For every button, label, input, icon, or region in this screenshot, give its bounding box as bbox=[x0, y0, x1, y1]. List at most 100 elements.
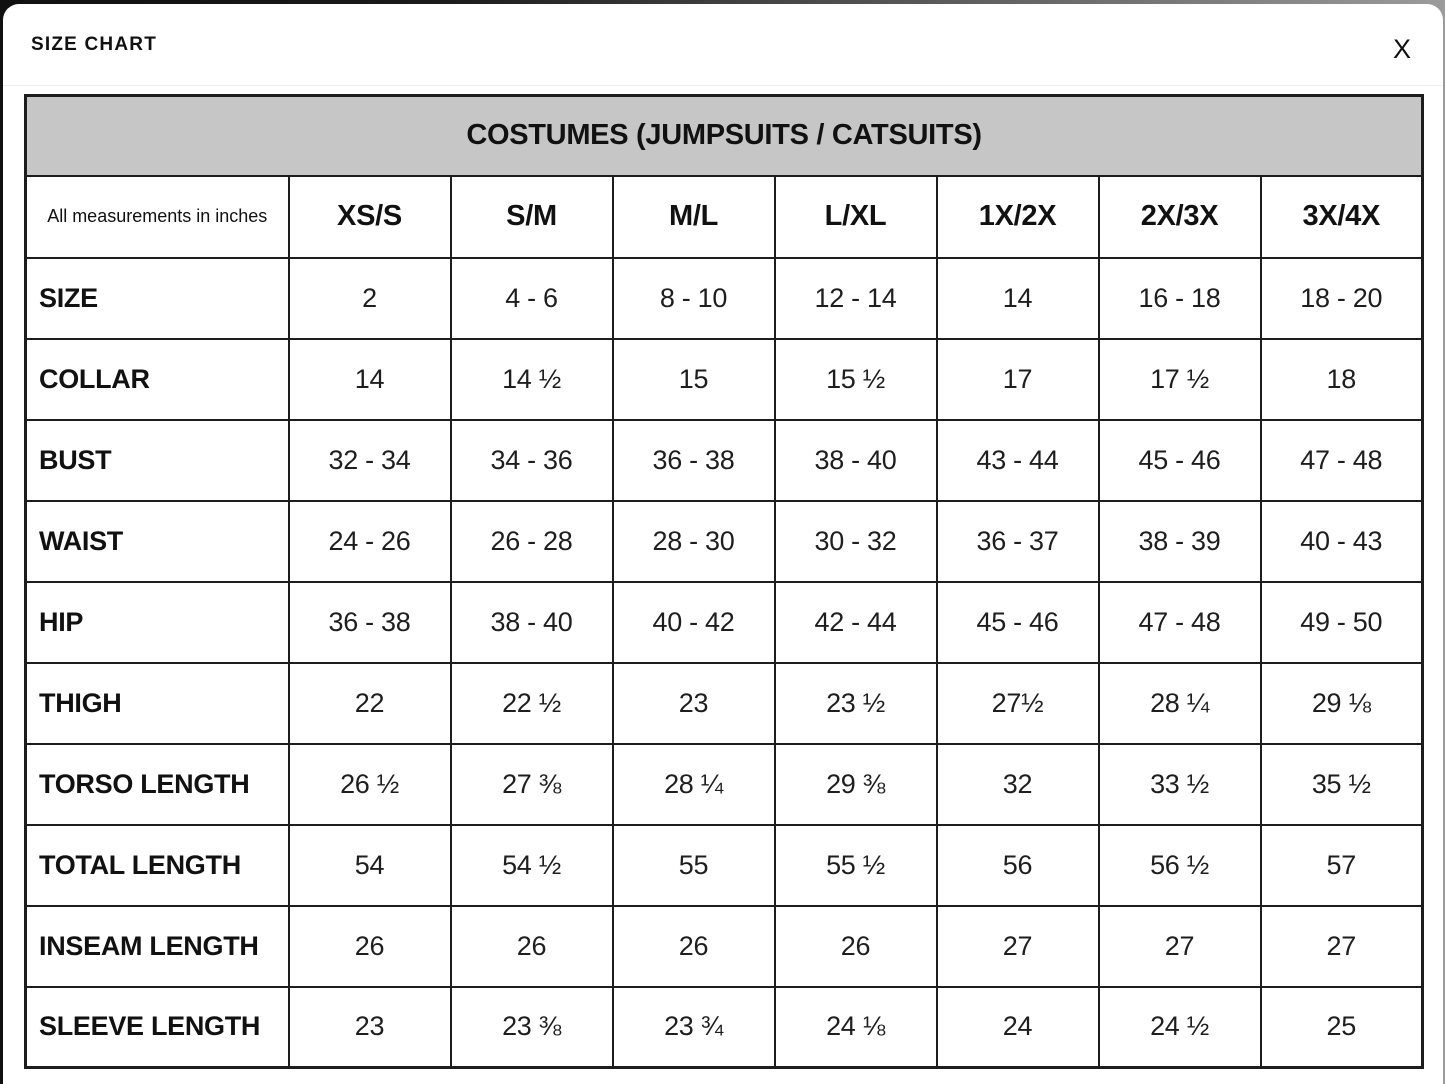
column-header-row: All measurements in inches XS/S S/M M/L L/X… bbox=[24, 174, 1424, 259]
modal-title: SIZE CHART bbox=[31, 33, 157, 55]
row-label: TORSO LENGTH bbox=[24, 742, 290, 826]
size-cell: 22 bbox=[287, 661, 452, 745]
size-cell: 38 - 40 bbox=[773, 418, 938, 502]
size-cell: 29 ⅛ bbox=[1259, 661, 1424, 745]
table-row: BUST 32 - 34 34 - 36 36 - 38 38 - 40 43 - 44 4… bbox=[24, 418, 1424, 502]
size-chart-modal: SIZE CHART X COSTUMES (JUMPSUITS / CATSU… bbox=[3, 4, 1443, 1084]
modal-header: SIZE CHART X bbox=[3, 4, 1443, 86]
size-cell: 56 ½ bbox=[1097, 823, 1262, 907]
size-cell: 26 bbox=[287, 904, 452, 988]
row-label: THIGH bbox=[24, 661, 290, 745]
size-cell: 14 bbox=[287, 337, 452, 421]
size-cell: 45 - 46 bbox=[1097, 418, 1262, 502]
size-cell: 16 - 18 bbox=[1097, 256, 1262, 340]
size-cell: 38 - 39 bbox=[1097, 499, 1262, 583]
size-cell: 35 ½ bbox=[1259, 742, 1424, 826]
size-cell: 28 ¼ bbox=[611, 742, 776, 826]
size-cell: 57 bbox=[1259, 823, 1424, 907]
size-cell: 26 - 28 bbox=[449, 499, 614, 583]
row-label: SIZE bbox=[24, 256, 290, 340]
size-cell: 26 bbox=[449, 904, 614, 988]
close-icon: X bbox=[1392, 34, 1411, 64]
size-cell: 56 bbox=[935, 823, 1100, 907]
close-button[interactable]: X bbox=[1387, 32, 1417, 67]
column-header-7: 3X/4X bbox=[1259, 174, 1424, 259]
size-cell: 27½ bbox=[935, 661, 1100, 745]
size-cell: 49 - 50 bbox=[1259, 580, 1424, 664]
size-cell: 54 ½ bbox=[449, 823, 614, 907]
row-label: COLLAR bbox=[24, 337, 290, 421]
size-cell: 15 bbox=[611, 337, 776, 421]
size-cell: 26 bbox=[611, 904, 776, 988]
row-label: SLEEVE LENGTH bbox=[24, 985, 290, 1069]
table-row: TORSO LENGTH 26 ½ 27 ⅜ 28 ¼ 29 ⅜ 32 33 ½ 35 ½ bbox=[24, 742, 1424, 826]
table-row: WAIST 24 - 26 26 - 28 28 - 30 30 - 32 36 - 37… bbox=[24, 499, 1424, 583]
size-cell: 28 - 30 bbox=[611, 499, 776, 583]
size-cell: 36 - 37 bbox=[935, 499, 1100, 583]
size-cell: 45 - 46 bbox=[935, 580, 1100, 664]
size-cell: 55 bbox=[611, 823, 776, 907]
table-row: TOTAL LENGTH 54 54 ½ 55 55 ½ 56 56 ½ 57 bbox=[24, 823, 1424, 907]
row-label: HIP bbox=[24, 580, 290, 664]
table-row: THIGH 22 22 ½ 23 23 ½ 27½ 28 ¼ 29 ⅛ bbox=[24, 661, 1424, 745]
size-cell: 26 ½ bbox=[287, 742, 452, 826]
size-cell: 32 - 34 bbox=[287, 418, 452, 502]
table-row: HIP 36 - 38 38 - 40 40 - 42 42 - 44 45 - 46 47… bbox=[24, 580, 1424, 664]
column-header-3: M/L bbox=[611, 174, 776, 259]
column-header-6: 2X/3X bbox=[1097, 174, 1262, 259]
size-cell: 25 bbox=[1259, 985, 1424, 1069]
size-cell: 30 - 32 bbox=[773, 499, 938, 583]
row-label: BUST bbox=[24, 418, 290, 502]
size-cell: 34 - 36 bbox=[449, 418, 614, 502]
size-cell: 14 ½ bbox=[449, 337, 614, 421]
size-cell: 42 - 44 bbox=[773, 580, 938, 664]
size-cell: 28 ¼ bbox=[1097, 661, 1262, 745]
size-cell: 27 bbox=[935, 904, 1100, 988]
size-cell: 24 - 26 bbox=[287, 499, 452, 583]
column-header-5: 1X/2X bbox=[935, 174, 1100, 259]
size-cell: 18 bbox=[1259, 337, 1424, 421]
size-cell: 15 ½ bbox=[773, 337, 938, 421]
column-header-4: L/XL bbox=[773, 174, 938, 259]
size-cell: 12 - 14 bbox=[773, 256, 938, 340]
table-title: COSTUMES (JUMPSUITS / CATSUITS) bbox=[24, 94, 1424, 177]
size-cell: 4 - 6 bbox=[449, 256, 614, 340]
size-cell: 24 ⅛ bbox=[773, 985, 938, 1069]
size-cell: 8 - 10 bbox=[611, 256, 776, 340]
size-cell: 38 - 40 bbox=[449, 580, 614, 664]
size-cell: 40 - 43 bbox=[1259, 499, 1424, 583]
size-chart-table: COSTUMES (JUMPSUITS / CATSUITS) All meas… bbox=[24, 94, 1425, 1069]
size-cell: 27 bbox=[1259, 904, 1424, 988]
size-cell: 29 ⅜ bbox=[773, 742, 938, 826]
size-chart-area: COSTUMES (JUMPSUITS / CATSUITS) All meas… bbox=[3, 86, 1443, 1069]
size-cell: 36 - 38 bbox=[287, 580, 452, 664]
size-cell: 54 bbox=[287, 823, 452, 907]
size-cell: 14 bbox=[935, 256, 1100, 340]
size-cell: 24 ½ bbox=[1097, 985, 1262, 1069]
size-cell: 17 ½ bbox=[1097, 337, 1262, 421]
size-cell: 27 bbox=[1097, 904, 1262, 988]
size-cell: 32 bbox=[935, 742, 1100, 826]
size-cell: 27 ⅜ bbox=[449, 742, 614, 826]
table-row: SLEEVE LENGTH 23 23 ⅜ 23 ¾ 24 ⅛ 24 24 ½ 25 bbox=[24, 985, 1424, 1069]
size-cell: 47 - 48 bbox=[1097, 580, 1262, 664]
size-cell: 40 - 42 bbox=[611, 580, 776, 664]
column-header-2: S/M bbox=[449, 174, 614, 259]
size-cell: 23 ¾ bbox=[611, 985, 776, 1069]
size-cell: 23 bbox=[611, 661, 776, 745]
size-cell: 26 bbox=[773, 904, 938, 988]
measurements-note: All measurements in inches bbox=[24, 174, 290, 259]
size-cell: 36 - 38 bbox=[611, 418, 776, 502]
size-cell: 2 bbox=[287, 256, 452, 340]
size-cell: 33 ½ bbox=[1097, 742, 1262, 826]
table-row: COLLAR 14 14 ½ 15 15 ½ 17 17 ½ 18 bbox=[24, 337, 1424, 421]
table-row: INSEAM LENGTH 26 26 26 26 27 27 27 bbox=[24, 904, 1424, 988]
size-cell: 24 bbox=[935, 985, 1100, 1069]
size-cell: 55 ½ bbox=[773, 823, 938, 907]
size-cell: 43 - 44 bbox=[935, 418, 1100, 502]
size-cell: 22 ½ bbox=[449, 661, 614, 745]
size-cell: 18 - 20 bbox=[1259, 256, 1424, 340]
row-label: TOTAL LENGTH bbox=[24, 823, 290, 907]
